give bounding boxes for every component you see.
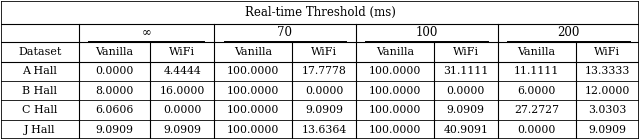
Text: 4.4444: 4.4444 (163, 66, 201, 76)
Text: 12.0000: 12.0000 (585, 86, 630, 96)
Text: Vanilla: Vanilla (376, 47, 414, 57)
Text: 9.0909: 9.0909 (447, 105, 484, 115)
Text: 100.0000: 100.0000 (227, 105, 279, 115)
Text: 9.0909: 9.0909 (589, 125, 627, 135)
Text: WiFi: WiFi (452, 47, 479, 57)
Text: 100.0000: 100.0000 (227, 66, 279, 76)
Text: WiFi: WiFi (169, 47, 195, 57)
Text: 8.0000: 8.0000 (95, 86, 134, 96)
Text: 100.0000: 100.0000 (227, 125, 279, 135)
Text: 0.0000: 0.0000 (517, 125, 556, 135)
Text: 100: 100 (415, 26, 438, 39)
Text: 100.0000: 100.0000 (227, 86, 279, 96)
Text: 100.0000: 100.0000 (369, 105, 421, 115)
Text: Real-time Threshold (ms): Real-time Threshold (ms) (244, 6, 396, 19)
Text: 0.0000: 0.0000 (447, 86, 485, 96)
Text: 70: 70 (277, 26, 292, 39)
Text: 16.0000: 16.0000 (159, 86, 205, 96)
Text: Vanilla: Vanilla (234, 47, 272, 57)
Text: 100.0000: 100.0000 (369, 86, 421, 96)
Text: B Hall: B Hall (22, 86, 57, 96)
Text: 31.1111: 31.1111 (443, 66, 488, 76)
Text: WiFi: WiFi (595, 47, 621, 57)
Text: A Hall: A Hall (22, 66, 57, 76)
Text: 9.0909: 9.0909 (305, 105, 343, 115)
Text: WiFi: WiFi (311, 47, 337, 57)
Text: ∞: ∞ (141, 26, 151, 39)
Text: Dataset: Dataset (18, 47, 61, 57)
Text: 200: 200 (557, 26, 580, 39)
Text: 40.9091: 40.9091 (444, 125, 488, 135)
Text: 6.0606: 6.0606 (95, 105, 134, 115)
Text: 6.0000: 6.0000 (517, 86, 556, 96)
Text: 13.3333: 13.3333 (585, 66, 630, 76)
Text: 100.0000: 100.0000 (369, 125, 421, 135)
Text: 27.2727: 27.2727 (514, 105, 559, 115)
Text: 0.0000: 0.0000 (163, 105, 202, 115)
Text: 0.0000: 0.0000 (305, 86, 343, 96)
Text: 11.1111: 11.1111 (514, 66, 559, 76)
Text: 0.0000: 0.0000 (95, 66, 134, 76)
Text: 100.0000: 100.0000 (369, 66, 421, 76)
Text: C Hall: C Hall (22, 105, 58, 115)
Text: 17.7778: 17.7778 (301, 66, 346, 76)
Text: 9.0909: 9.0909 (163, 125, 201, 135)
Text: 9.0909: 9.0909 (95, 125, 134, 135)
Text: 3.0303: 3.0303 (588, 105, 627, 115)
Text: Vanilla: Vanilla (95, 47, 134, 57)
Text: J Hall: J Hall (24, 125, 56, 135)
Text: Vanilla: Vanilla (518, 47, 556, 57)
Text: 13.6364: 13.6364 (301, 125, 347, 135)
